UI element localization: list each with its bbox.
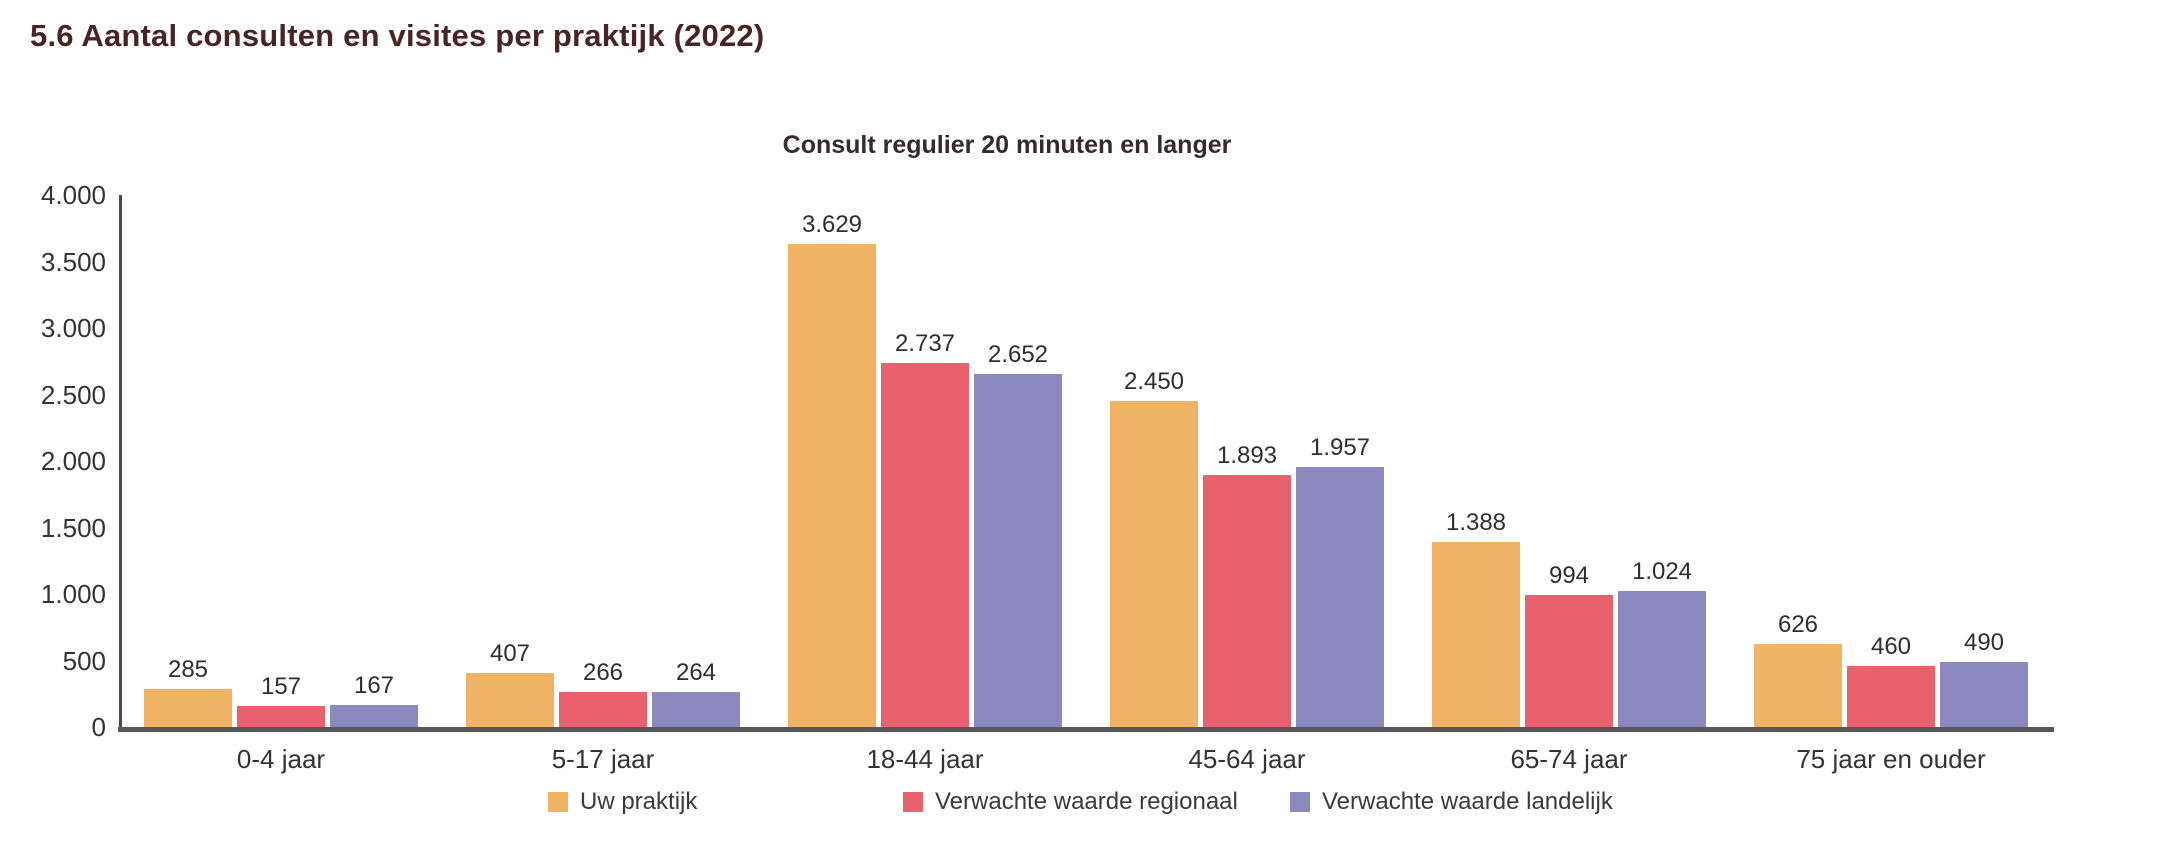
bar-series2-group3 [881,363,969,727]
bar-value-label: 2.450 [1123,368,1185,395]
x-axis-category-label: 0-4 jaar [236,744,326,774]
bar-value-label: 1.957 [1309,434,1371,461]
legend-item-series2: Verwachte waarde regionaal [903,790,1238,814]
bar-series2-group4 [1203,475,1291,727]
bar-series3-group5 [1618,591,1706,727]
bar-series1-group5 [1432,542,1520,727]
legend-swatch-icon [903,792,923,812]
x-axis-category-label: 65-74 jaar [1510,744,1628,774]
y-tick-label: 0 [91,712,106,742]
legend-label: Uw praktijk [580,788,698,815]
y-tick-label: 1.500 [40,512,106,543]
bar-value-label: 2.737 [894,330,956,357]
y-tick-label: 1.000 [40,579,106,609]
bar-series3-group6 [1940,662,2028,727]
bar-value-label: 157 [260,673,302,700]
bar-value-label: 285 [167,656,209,683]
bar-series2-group6 [1847,666,1935,727]
bar-series3-group2 [652,692,740,727]
legend-swatch-icon [548,792,568,812]
legend-label: Verwachte waarde regionaal [935,788,1238,815]
bar-value-label: 994 [1548,562,1590,589]
legend-item-series3: Verwachte waarde landelijk [1290,790,1613,814]
y-tick-label: 500 [62,645,106,676]
bar-series2-group1 [237,706,325,727]
page-title: 5.6 Aantal consulten en visites per prak… [30,18,765,53]
y-tick-label: 3.000 [40,313,106,343]
x-axis-category-label: 75 jaar en ouder [1796,744,1986,774]
bar-value-label: 1.388 [1445,509,1507,536]
bar-series3-group3 [974,374,1062,727]
bar-series3-group4 [1296,467,1384,727]
bar-series1-group4 [1110,401,1198,727]
x-axis-category-label: 45-64 jaar [1188,744,1306,774]
x-axis-baseline [118,727,2054,732]
x-axis-category-label: 5-17 jaar [551,744,655,774]
legend-swatch-icon [1290,792,1310,812]
bar-value-label: 1.893 [1216,442,1278,469]
y-tick-label: 2.000 [40,446,106,476]
bar-series1-group3 [788,244,876,727]
bar-value-label: 460 [1870,633,1912,660]
bar-value-label: 490 [1963,629,2005,656]
chart-title: Consult regulier 20 minuten en langer [782,131,1232,159]
bar-value-label: 264 [675,659,717,686]
x-axis-category-label: 18-44 jaar [866,744,984,774]
bar-series1-group2 [466,673,554,727]
bar-value-label: 167 [353,672,395,699]
bar-value-label: 3.629 [801,211,863,238]
y-tick-label: 2.500 [40,379,106,410]
y-axis-line [119,195,122,732]
bar-series1-group6 [1754,644,1842,727]
bar-value-label: 1.024 [1631,558,1693,585]
bar-series2-group2 [559,692,647,727]
bar-series2-group5 [1525,595,1613,727]
bar-series1-group1 [144,689,232,727]
bar-value-label: 626 [1777,611,1819,638]
bar-value-label: 407 [489,640,531,667]
y-tick-label: 4.000 [40,180,106,210]
bar-value-label: 2.652 [987,341,1049,368]
bar-series3-group1 [330,705,418,727]
legend-item-series1: Uw praktijk [548,790,697,814]
y-tick-label: 3.500 [40,246,106,277]
legend-label: Verwachte waarde landelijk [1322,788,1613,815]
bar-value-label: 266 [582,659,624,686]
